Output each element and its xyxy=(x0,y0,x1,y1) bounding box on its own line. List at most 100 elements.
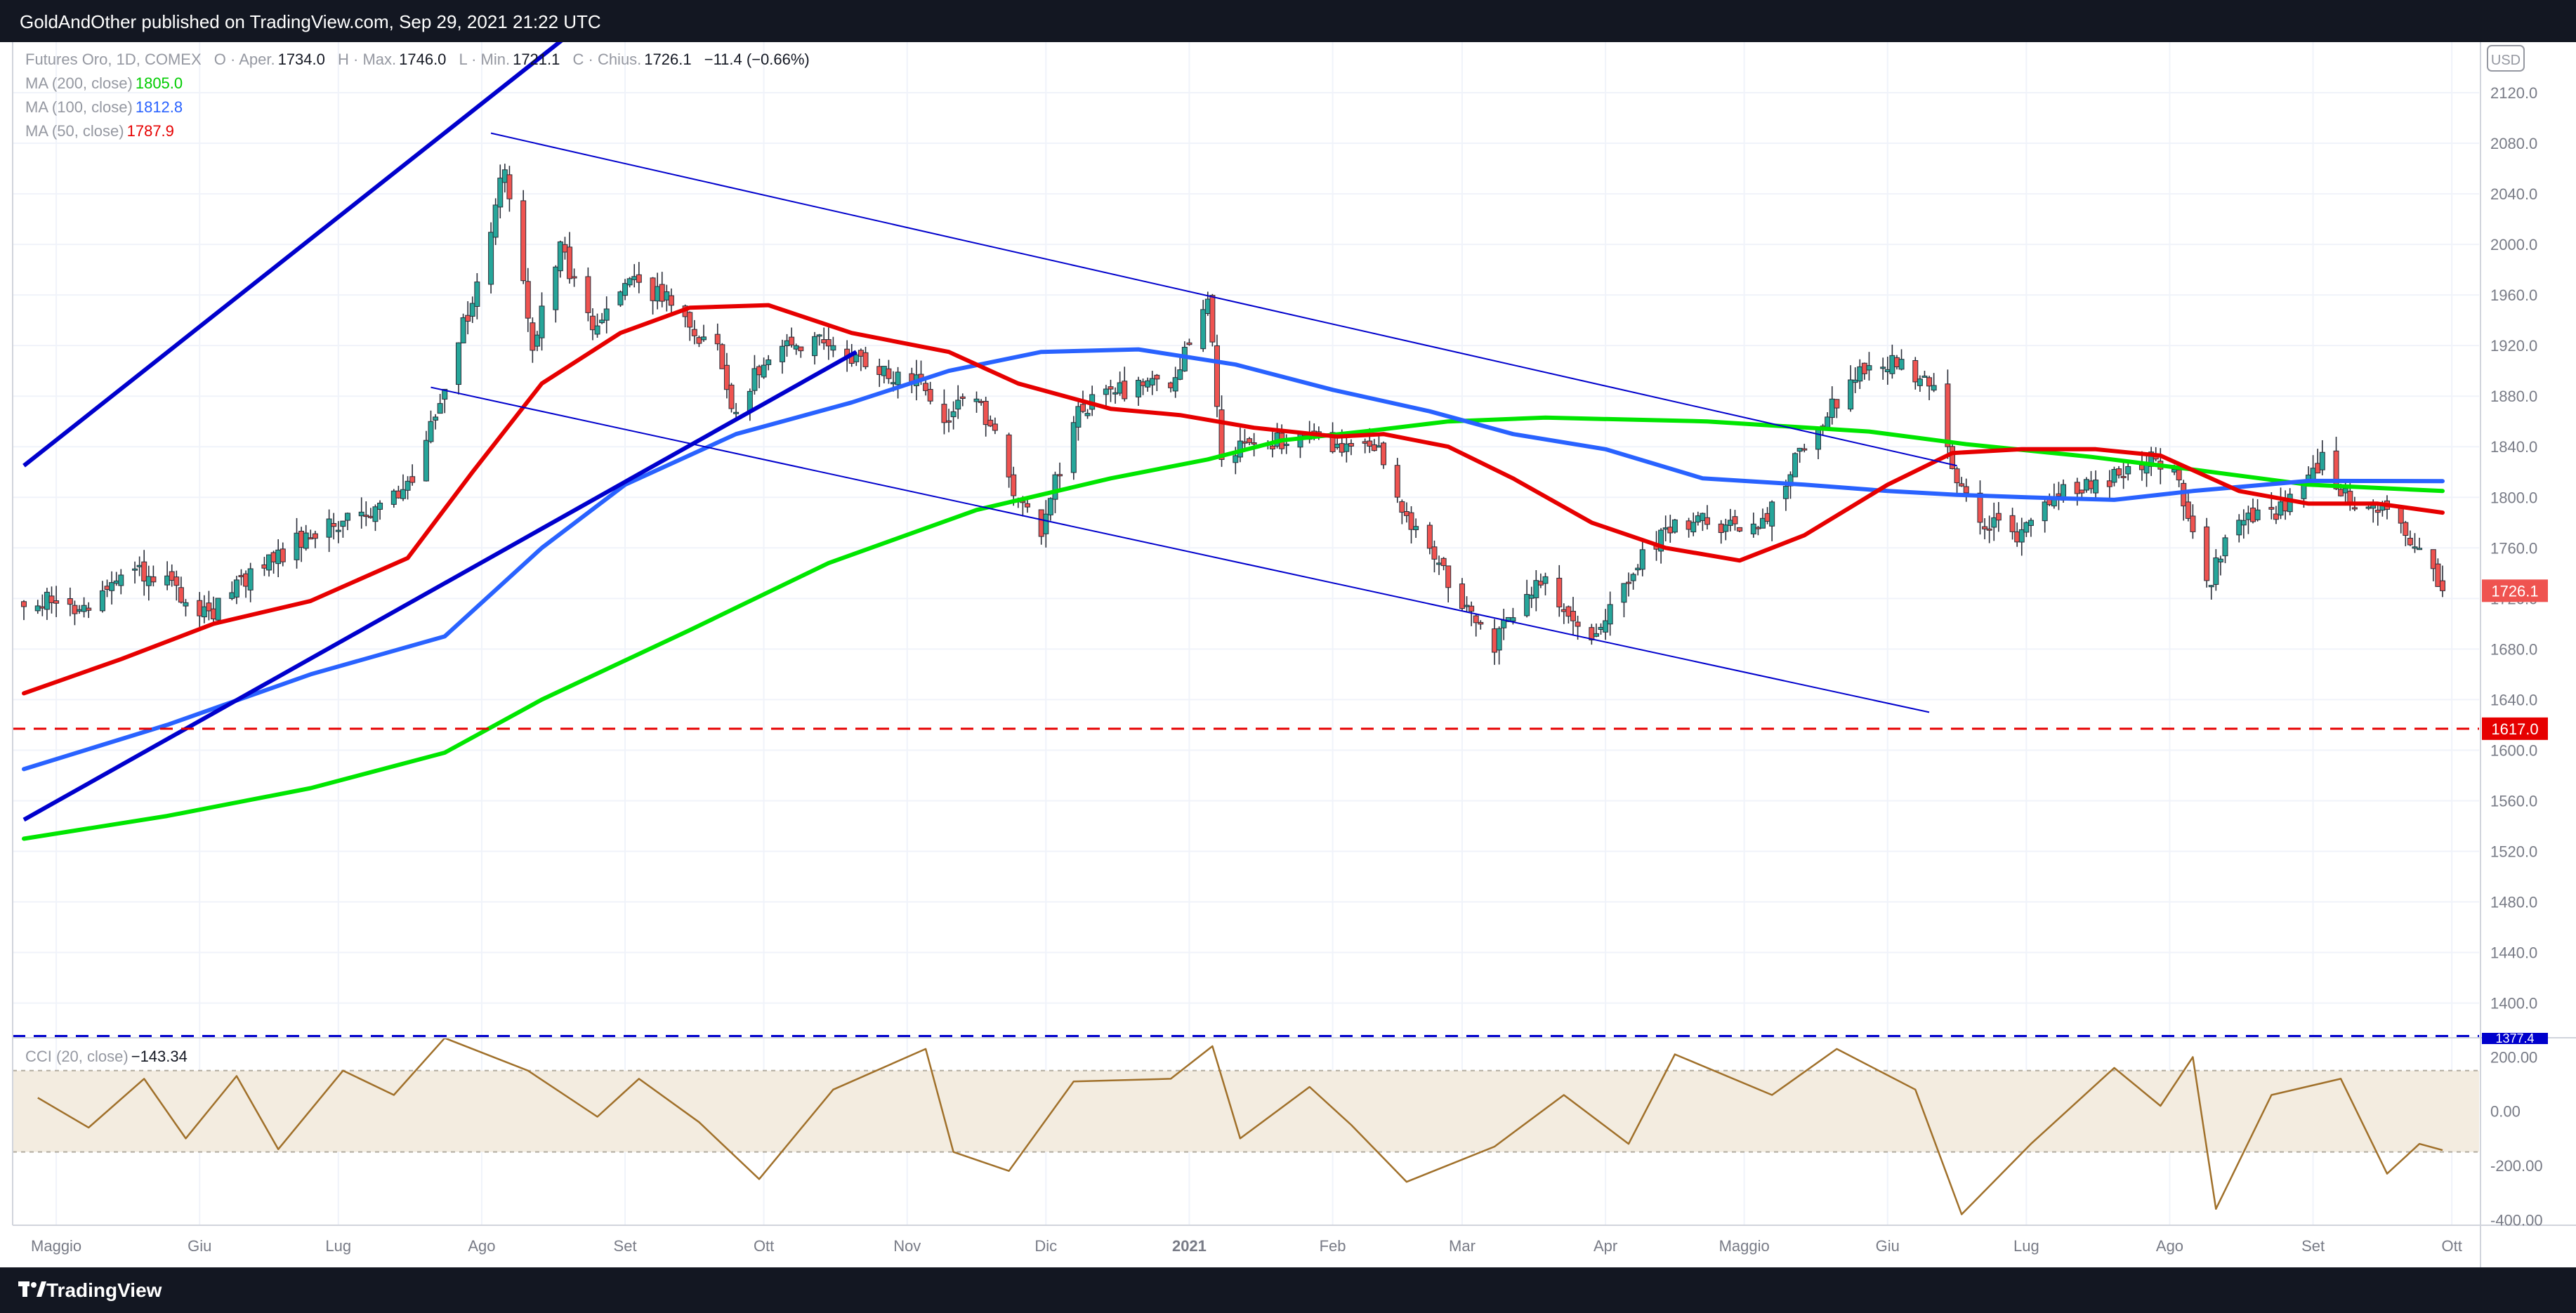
candle-body xyxy=(48,595,55,603)
ma200-line[interactable] xyxy=(22,415,2445,841)
chart-area[interactable]: 2120.0 2080.0 2040.0 2000.0 1960.0 1920.0 1880… xyxy=(0,42,2576,1267)
price-tick-label[interactable]: 2120.0 xyxy=(2490,84,2537,102)
candle-body xyxy=(1893,357,1900,367)
candle-body xyxy=(1024,503,1030,508)
time-tick-label[interactable]: Ott xyxy=(754,1237,774,1255)
price-tick-label[interactable]: 2080.0 xyxy=(2490,135,2537,152)
time-tick-label[interactable]: Dic xyxy=(1034,1237,1057,1255)
candle-body xyxy=(363,515,369,517)
candle-body xyxy=(1607,604,1613,625)
candle-body xyxy=(1834,399,1840,409)
candle-body xyxy=(150,576,157,583)
candle-body xyxy=(728,384,735,409)
price-tick-label[interactable]: 1640.0 xyxy=(2490,691,2537,708)
candle-body xyxy=(1348,443,1354,447)
time-tick-label[interactable]: Maggio xyxy=(31,1237,81,1255)
time-tick-label[interactable]: Lug xyxy=(325,1237,351,1255)
cci-line[interactable] xyxy=(37,1037,2443,1215)
candle-body xyxy=(2245,513,2252,520)
time-axis-labels[interactable]: Maggio Giu Lug Ago Set Ott Nov Dic 2021 Feb Mar Apr… xyxy=(31,1237,2462,1255)
candle-body xyxy=(1459,583,1465,609)
trendline[interactable] xyxy=(490,132,1957,467)
candle-body xyxy=(377,502,383,510)
ma50-line[interactable] xyxy=(22,303,2445,696)
candle-body xyxy=(1639,549,1645,570)
candle-body xyxy=(395,490,402,499)
candle-body xyxy=(2278,501,2284,516)
candle-body xyxy=(372,506,379,522)
candle-body xyxy=(1848,379,1854,410)
time-tick-label[interactable]: Set xyxy=(614,1237,637,1255)
candle-body xyxy=(520,200,527,282)
cci-tick-label[interactable]: -400.00 xyxy=(2490,1211,2543,1229)
bottom-level-tag-label: 1377.4 xyxy=(2495,1031,2534,1045)
price-axis-labels[interactable]: 2120.0 2080.0 2040.0 2000.0 1960.0 1920.0 1880… xyxy=(2490,84,2543,1229)
price-tick-label[interactable]: 1680.0 xyxy=(2490,640,2537,658)
time-tick-label[interactable]: Ago xyxy=(468,1237,495,1255)
time-tick-label[interactable]: Mar xyxy=(1449,1237,1476,1255)
price-tick-label[interactable]: 1920.0 xyxy=(2490,337,2537,355)
ma100-line[interactable] xyxy=(22,347,2445,772)
legend-ma200[interactable]: MA (200, close) 1805.0 xyxy=(25,74,183,93)
trendline[interactable] xyxy=(431,386,1930,713)
candle-body xyxy=(2412,546,2418,549)
candle-body xyxy=(1431,546,1438,560)
legend-ma100[interactable]: MA (100, close) 1812.8 xyxy=(25,98,183,117)
price-tick-label[interactable]: 1760.0 xyxy=(2490,539,2537,557)
time-tick-label[interactable]: Giu xyxy=(188,1237,211,1255)
time-tick-label[interactable]: Ott xyxy=(2441,1237,2462,1255)
time-tick-label[interactable]: Nov xyxy=(893,1237,921,1255)
candle-body xyxy=(723,364,730,390)
candle-body xyxy=(1075,406,1082,428)
time-tick-label[interactable]: Set xyxy=(2301,1237,2325,1255)
price-tick-label[interactable]: 1440.0 xyxy=(2490,944,2537,962)
price-tick-label[interactable]: 1480.0 xyxy=(2490,894,2537,911)
candle-body xyxy=(201,606,207,618)
candle-body xyxy=(2208,585,2214,588)
candle-body xyxy=(1269,445,1275,449)
cci-tick-label[interactable]: -200.00 xyxy=(2490,1157,2543,1175)
candle-body xyxy=(784,340,790,346)
time-tick-label[interactable]: Lug xyxy=(2013,1237,2039,1255)
candle-body xyxy=(895,371,901,385)
candle-body xyxy=(1750,523,1756,534)
candle-body xyxy=(303,532,309,549)
price-tick-label[interactable]: 1840.0 xyxy=(2490,438,2537,456)
tradingview-brand[interactable]: TradingView xyxy=(46,1279,162,1301)
price-tick-label[interactable]: 2000.0 xyxy=(2490,236,2537,253)
legend-cci[interactable]: CCI (20, close) −143.34 xyxy=(25,1048,188,1066)
legend-ma100-label: MA (100, close) xyxy=(25,98,133,116)
price-tick-label[interactable]: 1800.0 xyxy=(2490,489,2537,506)
cci-tick-label[interactable]: 200.00 xyxy=(2490,1048,2537,1066)
price-tick-label[interactable]: 1560.0 xyxy=(2490,792,2537,810)
legend-high-value: 1746.0 xyxy=(399,51,447,68)
cci-tick-label[interactable]: 0.00 xyxy=(2490,1103,2521,1121)
price-tick-label[interactable]: 1520.0 xyxy=(2490,843,2537,860)
price-tick-label[interactable]: 1960.0 xyxy=(2490,286,2537,304)
candle-body xyxy=(886,368,892,379)
candle-body xyxy=(136,565,143,567)
time-tick-label[interactable]: Apr xyxy=(1593,1237,1617,1255)
candle-body xyxy=(2435,563,2441,587)
trendline[interactable] xyxy=(22,42,584,468)
candle-body xyxy=(617,291,624,305)
time-tick-label[interactable]: Maggio xyxy=(1719,1237,1770,1255)
price-tick-label[interactable]: 1400.0 xyxy=(2490,995,2537,1012)
price-tick-label[interactable]: 1880.0 xyxy=(2490,388,2537,405)
candle-body xyxy=(1371,444,1377,451)
currency-badge[interactable]: USD xyxy=(2487,45,2525,72)
candle-body xyxy=(72,605,78,614)
time-tick-label[interactable]: Feb xyxy=(1320,1237,1346,1255)
legend-ma50[interactable]: MA (50, close) 1787.9 xyxy=(25,122,174,140)
price-tick-label[interactable]: 2040.0 xyxy=(2490,185,2537,203)
candle-body xyxy=(585,276,591,313)
time-tick-label[interactable]: Giu xyxy=(1876,1237,1900,1255)
candle-body xyxy=(664,291,670,301)
time-tick-label[interactable]: Ago xyxy=(2156,1237,2183,1255)
candle-body xyxy=(173,576,180,586)
candle-body xyxy=(1112,392,1119,395)
candle-body xyxy=(113,580,119,584)
trendline[interactable] xyxy=(22,350,857,822)
price-tick-label[interactable]: 1600.0 xyxy=(2490,741,2537,759)
time-tick-label[interactable]: 2021 xyxy=(1172,1237,1207,1255)
